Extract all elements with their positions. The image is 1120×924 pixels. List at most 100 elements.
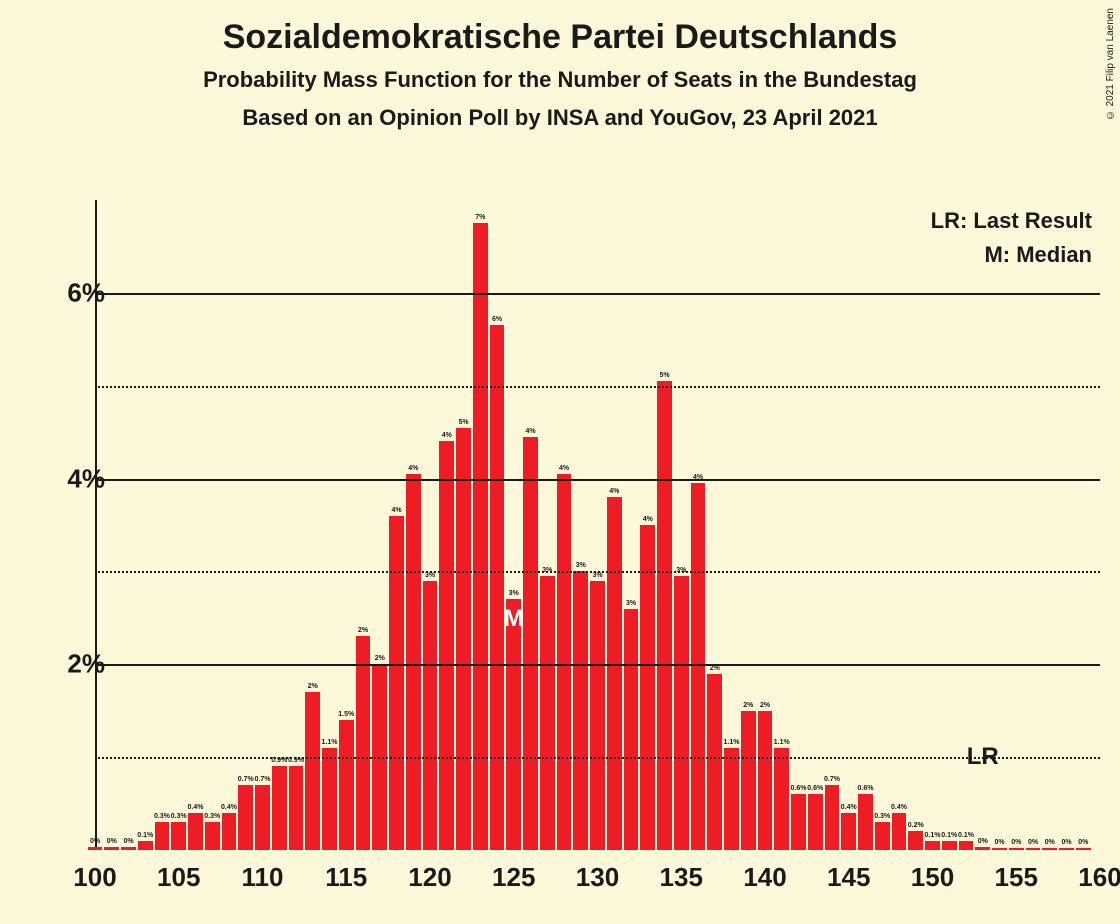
bar-value-label: 4% <box>609 488 619 495</box>
bar <box>791 794 806 850</box>
bar <box>406 474 421 850</box>
bar <box>389 516 404 850</box>
bar-value-label: 1.1% <box>724 739 740 746</box>
bar-value-label: 0% <box>90 838 100 845</box>
bar <box>155 822 170 850</box>
bar-value-label: 1.1% <box>322 739 338 746</box>
x-tick-label: 125 <box>492 862 535 893</box>
gridline <box>95 386 1100 388</box>
bar <box>222 813 237 850</box>
bar <box>942 841 957 850</box>
x-tick-label: 150 <box>911 862 954 893</box>
x-tick-label: 135 <box>660 862 703 893</box>
bar <box>657 381 672 850</box>
bar <box>674 576 689 850</box>
bar-value-label: 1.5% <box>338 711 354 718</box>
bar <box>691 483 706 850</box>
gridline <box>95 571 1100 573</box>
bar-value-label: 0.1% <box>958 832 974 839</box>
y-tick-label: 6% <box>25 277 105 308</box>
bar <box>1076 848 1091 850</box>
bar <box>640 525 655 850</box>
y-tick-label: 2% <box>25 649 105 680</box>
bar <box>925 841 940 850</box>
bar-value-label: 2% <box>760 702 770 709</box>
x-tick-label: 130 <box>576 862 619 893</box>
bar <box>238 785 253 850</box>
x-tick-label: 110 <box>242 862 284 893</box>
bar-value-label: 0.7% <box>238 776 254 783</box>
bar-value-label: 0% <box>994 839 1004 846</box>
median-annotation: M <box>504 605 524 633</box>
bar-value-label: 0.4% <box>841 804 857 811</box>
bar <box>607 497 622 850</box>
bar-value-label: 0.4% <box>891 804 907 811</box>
x-tick-label: 100 <box>73 862 116 893</box>
bar <box>975 847 990 850</box>
bar-value-label: 4% <box>442 432 452 439</box>
bar-value-label: 0.1% <box>137 832 153 839</box>
bar-value-label: 4% <box>559 465 569 472</box>
x-tick-label: 160 <box>1078 862 1120 893</box>
bar <box>439 441 454 850</box>
bar-value-label: 0.4% <box>188 804 204 811</box>
bar-value-label: 0.6% <box>807 785 823 792</box>
bar <box>423 581 438 850</box>
bar <box>171 822 186 850</box>
bar-value-label: 0.3% <box>154 813 170 820</box>
bar-value-label: 0.1% <box>941 832 957 839</box>
bar <box>1026 848 1041 850</box>
bar-value-label: 0% <box>1078 839 1088 846</box>
bar-value-label: 4% <box>408 465 418 472</box>
bar-value-label: 0% <box>1028 839 1038 846</box>
bar <box>506 599 521 850</box>
gridline <box>95 664 1100 666</box>
bar <box>121 847 136 850</box>
bar <box>272 766 287 850</box>
bar <box>1042 848 1057 850</box>
bar <box>758 711 773 850</box>
bar <box>490 325 505 850</box>
bar <box>104 847 119 850</box>
bar <box>138 841 153 850</box>
bar <box>305 692 320 850</box>
chart-subtitle: Probability Mass Function for the Number… <box>0 67 1120 93</box>
bar <box>858 794 873 850</box>
bar <box>1009 848 1024 850</box>
last-result-annotation: LR <box>967 743 999 771</box>
copyright-notice: © 2021 Filip van Laenen <box>1105 8 1116 120</box>
y-tick-label: 4% <box>25 463 105 494</box>
bar <box>523 437 538 850</box>
x-tick-label: 115 <box>325 862 367 893</box>
bar <box>825 785 840 850</box>
bar <box>959 841 974 850</box>
bar <box>356 636 371 850</box>
bar-value-label: 0.1% <box>925 832 941 839</box>
bar <box>540 576 555 850</box>
bar <box>724 748 739 850</box>
bar-value-label: 4% <box>391 507 401 514</box>
bar <box>774 748 789 850</box>
bar <box>339 720 354 850</box>
bar <box>875 822 890 850</box>
x-tick-label: 105 <box>157 862 200 893</box>
bar <box>707 674 722 850</box>
bar-value-label: 6% <box>492 316 502 323</box>
bar <box>590 581 605 850</box>
bar <box>908 831 923 850</box>
bar-value-label: 3% <box>626 600 636 607</box>
gridline <box>95 293 1100 295</box>
bar <box>741 711 756 850</box>
bar-value-label: 0% <box>1061 839 1071 846</box>
bar <box>808 794 823 850</box>
x-tick-label: 145 <box>827 862 870 893</box>
bar-value-label: 0.3% <box>171 813 187 820</box>
bar <box>88 847 103 850</box>
bar-value-label: 0.2% <box>908 822 924 829</box>
bar-value-label: 2% <box>743 702 753 709</box>
bar <box>188 813 203 850</box>
bar-value-label: 0.6% <box>791 785 807 792</box>
bar-value-label: 0.3% <box>204 813 220 820</box>
bar-value-label: 0.4% <box>221 804 237 811</box>
bar-value-label: 3% <box>509 590 519 597</box>
